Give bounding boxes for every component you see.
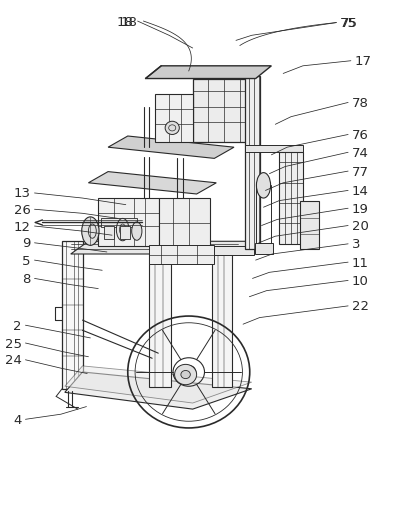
Polygon shape bbox=[146, 67, 271, 79]
Text: 5: 5 bbox=[22, 254, 31, 267]
Ellipse shape bbox=[186, 370, 191, 375]
Text: 25: 25 bbox=[4, 337, 21, 350]
Bar bbox=[148, 245, 214, 265]
Bar bbox=[101, 218, 137, 228]
Bar bbox=[193, 79, 258, 143]
Text: 14: 14 bbox=[352, 185, 369, 197]
Bar bbox=[104, 227, 114, 239]
Bar bbox=[213, 245, 232, 387]
Bar bbox=[149, 240, 171, 387]
Ellipse shape bbox=[256, 173, 271, 199]
Bar bbox=[255, 243, 273, 254]
Text: 22: 22 bbox=[352, 300, 369, 313]
Bar bbox=[279, 153, 303, 244]
Ellipse shape bbox=[181, 365, 196, 379]
Text: 74: 74 bbox=[352, 147, 369, 159]
Ellipse shape bbox=[116, 219, 129, 241]
Text: 9: 9 bbox=[22, 237, 31, 250]
Text: 26: 26 bbox=[14, 203, 31, 216]
Ellipse shape bbox=[132, 222, 142, 241]
Bar bbox=[300, 201, 319, 249]
Polygon shape bbox=[108, 137, 234, 159]
Ellipse shape bbox=[165, 122, 179, 135]
Text: 17: 17 bbox=[355, 55, 372, 68]
Text: 11: 11 bbox=[352, 256, 369, 269]
Text: 10: 10 bbox=[352, 274, 369, 288]
Text: 18: 18 bbox=[121, 16, 138, 29]
Text: 75: 75 bbox=[340, 17, 357, 30]
Text: 76: 76 bbox=[352, 129, 369, 142]
Ellipse shape bbox=[82, 217, 99, 246]
Bar bbox=[205, 246, 254, 256]
Text: 20: 20 bbox=[352, 219, 369, 233]
Text: 13: 13 bbox=[14, 187, 31, 200]
Text: 3: 3 bbox=[352, 238, 361, 251]
Text: 8: 8 bbox=[22, 272, 31, 286]
Text: 75: 75 bbox=[341, 17, 358, 30]
Text: 18: 18 bbox=[117, 16, 134, 29]
Bar bbox=[98, 199, 159, 247]
Bar bbox=[245, 77, 260, 249]
Ellipse shape bbox=[175, 364, 197, 385]
Bar bbox=[159, 199, 211, 247]
Text: 12: 12 bbox=[14, 220, 31, 233]
Polygon shape bbox=[245, 146, 303, 153]
Ellipse shape bbox=[181, 371, 190, 379]
Bar bbox=[120, 227, 130, 239]
Text: 2: 2 bbox=[13, 319, 21, 332]
Text: 78: 78 bbox=[352, 97, 369, 110]
Polygon shape bbox=[65, 366, 252, 403]
Text: 19: 19 bbox=[352, 203, 369, 215]
Polygon shape bbox=[88, 172, 216, 194]
Bar bbox=[155, 95, 193, 143]
Text: 4: 4 bbox=[13, 413, 21, 426]
Bar bbox=[62, 242, 82, 389]
Polygon shape bbox=[71, 242, 256, 254]
Text: 77: 77 bbox=[352, 165, 369, 178]
Polygon shape bbox=[65, 372, 252, 409]
Text: 24: 24 bbox=[5, 354, 21, 366]
